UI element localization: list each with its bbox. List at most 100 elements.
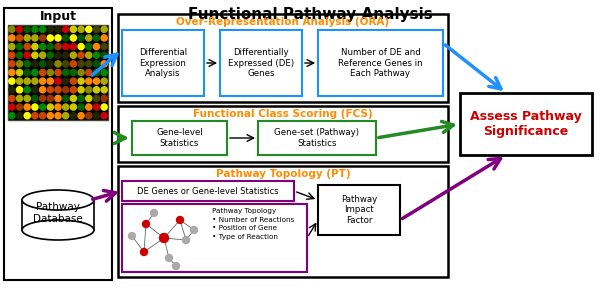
Circle shape	[62, 35, 69, 41]
Circle shape	[9, 52, 15, 58]
Circle shape	[78, 61, 84, 67]
Circle shape	[62, 69, 69, 76]
Circle shape	[62, 52, 69, 58]
Circle shape	[94, 104, 100, 110]
Circle shape	[32, 44, 38, 50]
Circle shape	[94, 69, 100, 76]
Circle shape	[40, 26, 46, 32]
Circle shape	[47, 113, 53, 119]
Circle shape	[47, 104, 53, 110]
Circle shape	[86, 69, 92, 76]
Bar	[132, 121, 227, 155]
Circle shape	[78, 95, 84, 101]
Circle shape	[24, 69, 31, 76]
Bar	[220, 30, 302, 96]
Circle shape	[94, 95, 100, 101]
Circle shape	[32, 95, 38, 101]
Circle shape	[101, 95, 107, 101]
Circle shape	[40, 69, 46, 76]
Circle shape	[40, 113, 46, 119]
Circle shape	[24, 78, 31, 84]
Circle shape	[16, 69, 23, 76]
Circle shape	[55, 61, 61, 67]
Circle shape	[9, 87, 15, 93]
Circle shape	[47, 52, 53, 58]
Circle shape	[78, 104, 84, 110]
Circle shape	[55, 69, 61, 76]
Circle shape	[16, 87, 23, 93]
Circle shape	[55, 87, 61, 93]
Circle shape	[24, 35, 31, 41]
Circle shape	[101, 113, 107, 119]
Circle shape	[47, 26, 53, 32]
Circle shape	[94, 61, 100, 67]
Circle shape	[62, 61, 69, 67]
Circle shape	[9, 26, 15, 32]
Circle shape	[9, 113, 15, 119]
Bar	[122, 181, 294, 201]
Circle shape	[78, 113, 84, 119]
Text: Gene-set (Pathway)
Statistics: Gene-set (Pathway) Statistics	[275, 128, 359, 148]
Circle shape	[70, 61, 76, 67]
Circle shape	[24, 44, 31, 50]
Bar	[460, 93, 592, 155]
Circle shape	[70, 113, 76, 119]
Circle shape	[86, 35, 92, 41]
Circle shape	[24, 113, 31, 119]
Circle shape	[101, 78, 107, 84]
Circle shape	[86, 104, 92, 110]
Circle shape	[55, 26, 61, 32]
Circle shape	[101, 69, 107, 76]
Circle shape	[47, 61, 53, 67]
Circle shape	[182, 237, 190, 243]
Circle shape	[16, 35, 23, 41]
Circle shape	[47, 78, 53, 84]
Circle shape	[32, 87, 38, 93]
Circle shape	[70, 78, 76, 84]
Circle shape	[101, 44, 107, 50]
Circle shape	[62, 78, 69, 84]
Circle shape	[9, 78, 15, 84]
Circle shape	[40, 95, 46, 101]
Circle shape	[40, 61, 46, 67]
Text: Pathway Topology
• Number of Reactions
• Position of Gene
• Type of Reaction: Pathway Topology • Number of Reactions •…	[212, 208, 294, 240]
Text: Differential
Expression
Analysis: Differential Expression Analysis	[139, 48, 187, 78]
Bar	[118, 14, 448, 102]
Circle shape	[9, 35, 15, 41]
Circle shape	[70, 104, 76, 110]
Circle shape	[16, 78, 23, 84]
Text: Pathway
Database: Pathway Database	[33, 202, 83, 224]
Circle shape	[32, 35, 38, 41]
Circle shape	[16, 52, 23, 58]
Text: Functional Pathway Analysis: Functional Pathway Analysis	[188, 7, 433, 22]
Circle shape	[47, 95, 53, 101]
Circle shape	[70, 35, 76, 41]
Circle shape	[62, 113, 69, 119]
Circle shape	[24, 52, 31, 58]
Circle shape	[24, 95, 31, 101]
Circle shape	[78, 35, 84, 41]
Bar	[122, 30, 204, 96]
Circle shape	[86, 61, 92, 67]
Circle shape	[78, 44, 84, 50]
Circle shape	[70, 52, 76, 58]
Bar	[318, 185, 400, 235]
Text: Pathway
Impact
Factor: Pathway Impact Factor	[341, 195, 377, 225]
Bar	[8, 25, 108, 120]
Bar	[118, 166, 448, 277]
Circle shape	[9, 61, 15, 67]
Circle shape	[62, 44, 69, 50]
Circle shape	[101, 61, 107, 67]
Circle shape	[86, 26, 92, 32]
Circle shape	[62, 104, 69, 110]
Circle shape	[16, 44, 23, 50]
Circle shape	[78, 69, 84, 76]
Circle shape	[16, 113, 23, 119]
Circle shape	[9, 95, 15, 101]
Circle shape	[191, 227, 197, 234]
Circle shape	[94, 87, 100, 93]
Circle shape	[40, 52, 46, 58]
Circle shape	[47, 87, 53, 93]
Circle shape	[101, 87, 107, 93]
Bar	[122, 204, 307, 272]
